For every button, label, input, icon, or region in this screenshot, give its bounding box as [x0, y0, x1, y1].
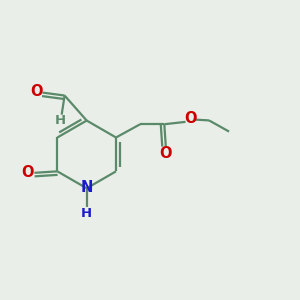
Text: O: O — [184, 111, 197, 126]
Text: O: O — [160, 146, 172, 160]
Text: H: H — [55, 114, 66, 127]
Text: O: O — [22, 165, 34, 180]
Text: N: N — [80, 180, 93, 195]
Text: H: H — [81, 207, 92, 220]
Text: O: O — [30, 84, 42, 99]
